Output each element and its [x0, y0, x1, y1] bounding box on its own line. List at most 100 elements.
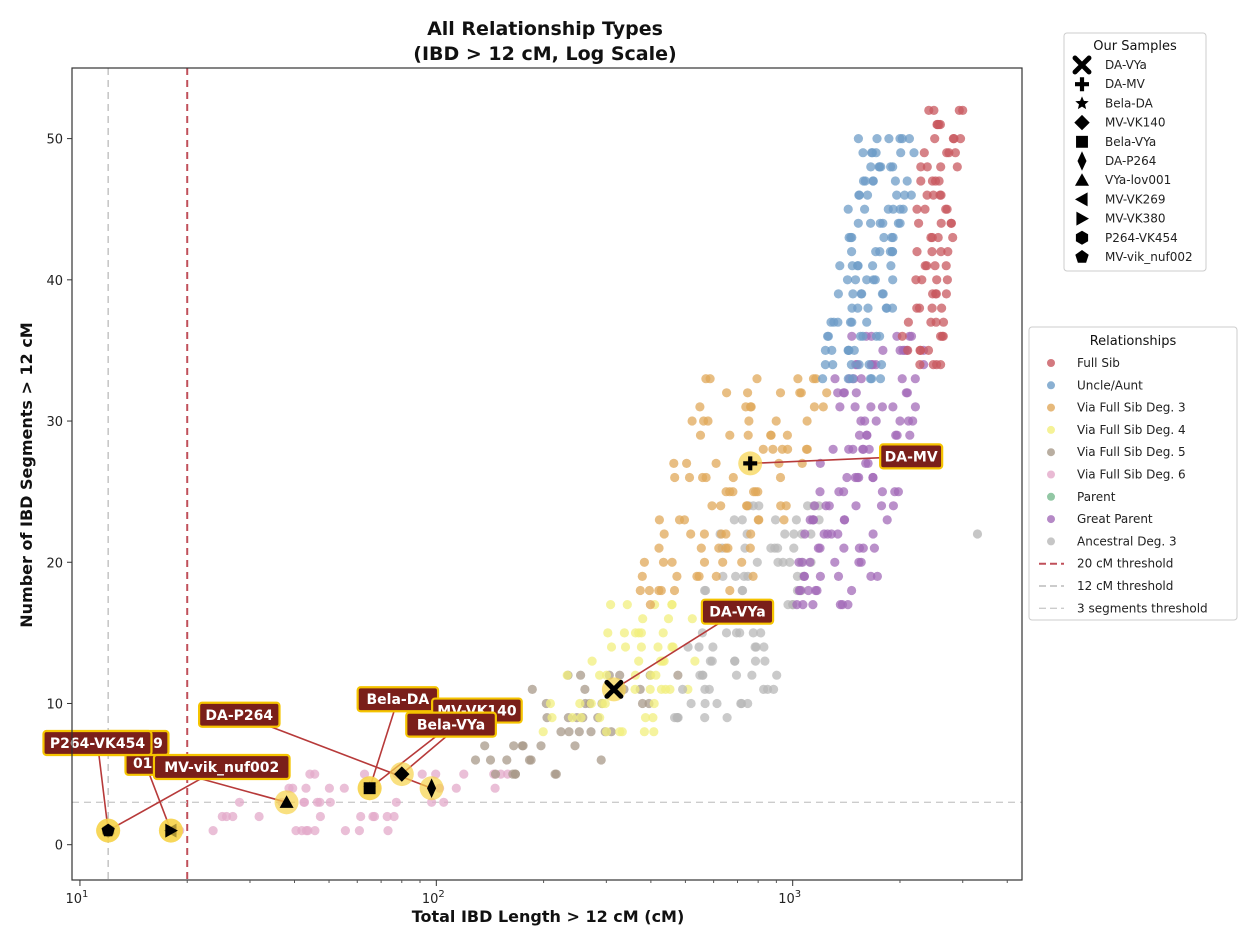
p264-vk454-label-box — [42, 729, 153, 757]
via-full-sib-deg-4-point — [656, 684, 667, 695]
via-full-sib-deg-4-point — [603, 628, 613, 638]
via-full-sib-deg-5-point — [490, 769, 501, 779]
full-sib-point — [931, 317, 941, 327]
ancestral-deg-3-point — [780, 529, 790, 539]
via-full-sib-deg-6-point — [325, 797, 335, 807]
via-full-sib-deg-4-point — [668, 642, 678, 652]
legend-mv-vk269-marker — [1075, 192, 1088, 207]
legend-parent-swatch — [1047, 492, 1055, 501]
ancestral-deg-3-point — [769, 684, 779, 695]
via-full-sib-deg-6-point — [310, 826, 320, 836]
full-sib-point — [922, 261, 932, 271]
full-sib-point — [922, 190, 932, 200]
bela-da-label: Bela-DA — [367, 692, 430, 708]
legend-samples-title: Our Samples — [1093, 39, 1177, 54]
full-sib-point — [958, 105, 968, 115]
uncle-aunt-point — [888, 247, 898, 257]
via-full-sib-deg-6-point — [228, 811, 238, 822]
legend-mv-vik-nuf002-label: MV-vik_nuf002 — [1105, 250, 1193, 264]
via-full-sib-deg-3-point — [656, 585, 666, 596]
via-full-sib-deg-3-point — [753, 487, 763, 497]
uncle-aunt-point — [871, 148, 881, 158]
via-full-sib-deg-4-point — [575, 698, 585, 709]
via-full-sib-deg-6-point — [208, 826, 218, 836]
full-sib-point — [916, 176, 926, 186]
via-full-sib-deg-3-point — [775, 472, 786, 483]
via-full-sib-deg-5-point — [517, 741, 527, 751]
legend-full-sib-swatch — [1047, 359, 1055, 367]
great-parent-point — [864, 444, 874, 454]
via-full-sib-deg-3-point — [699, 529, 710, 539]
via-full-sib-deg-3-point — [658, 557, 669, 567]
via-full-sib-deg-4-point — [653, 642, 663, 652]
via-full-sib-deg-5-point — [485, 755, 496, 765]
great-parent-point — [856, 374, 866, 384]
bela-vya-label-box — [405, 711, 497, 738]
uncle-aunt-point — [842, 275, 853, 285]
via-full-sib-deg-4-point — [630, 684, 640, 695]
full-sib-point — [928, 360, 938, 370]
ancestral-deg-3-point — [683, 642, 693, 652]
via-full-sib-deg-5-point — [580, 684, 590, 695]
great-parent-point — [876, 501, 887, 511]
via-full-sib-deg-4-point — [658, 628, 668, 638]
via-full-sib-deg-3-point — [743, 388, 753, 398]
via-full-sib-deg-6-point — [359, 769, 370, 779]
full-sib-point — [938, 317, 949, 327]
via-full-sib-deg-6-point — [254, 811, 264, 822]
uncle-aunt-point — [904, 134, 915, 144]
great-parent-point — [830, 557, 840, 567]
via-full-sib-deg-3-point — [795, 388, 805, 398]
via-full-sib-deg-3-point — [783, 444, 793, 454]
via-full-sib-deg-3-point — [725, 430, 735, 440]
via-full-sib-deg-3-point — [644, 585, 655, 596]
uncle-aunt-point — [850, 275, 861, 285]
full-sib-point — [936, 190, 946, 200]
full-sib-point — [916, 345, 926, 355]
full-sib-point — [948, 232, 958, 243]
full-sib-point — [936, 162, 946, 172]
full-sib-point — [927, 303, 937, 313]
uncle-aunt-point — [855, 331, 866, 341]
uncle-aunt-point — [853, 218, 863, 228]
via-full-sib-deg-5-point — [586, 727, 596, 737]
great-parent-point — [844, 444, 854, 454]
full-sib-point — [923, 345, 934, 355]
via-full-sib-deg-4-point — [634, 656, 644, 666]
great-parent-point — [888, 402, 898, 412]
via-full-sib-deg-6-point — [291, 826, 301, 836]
uncle-aunt-point — [823, 331, 834, 341]
legend-12-cm-threshold-label: 12 cM threshold — [1077, 579, 1173, 593]
via-full-sib-deg-3-point — [752, 374, 762, 384]
via-full-sib-deg-3-point — [793, 374, 803, 384]
great-parent-point — [794, 557, 804, 567]
great-parent-point — [893, 487, 904, 497]
via-full-sib-deg-3-point — [822, 388, 832, 398]
great-parent-point — [851, 388, 861, 398]
full-sib-point — [936, 218, 946, 228]
ancestral-deg-3-point — [773, 557, 783, 567]
via-full-sib-deg-3-point — [696, 543, 706, 553]
legend-relationships: Relationships Full Sib Uncle/Aunt Via Full… — [1028, 326, 1238, 621]
uncle-aunt-point — [860, 176, 870, 186]
via-full-sib-deg-4-point — [602, 727, 612, 737]
sample-markers — [96, 451, 763, 843]
uncle-aunt-point — [848, 289, 858, 299]
uncle-aunt-point — [878, 218, 888, 228]
via-full-sib-deg-5-point — [480, 741, 490, 751]
great-parent-point — [811, 585, 821, 596]
legend-20-cm-threshold-label: 20 cM threshold — [1077, 557, 1173, 571]
ancestral-deg-3-point — [672, 713, 682, 723]
via-full-sib-deg-6-point — [389, 811, 399, 822]
great-parent-point — [888, 501, 899, 511]
via-full-sib-deg-3-point — [725, 487, 735, 497]
y-tick-label: 40 — [46, 274, 63, 289]
great-parent-point — [892, 430, 902, 440]
great-parent-point — [910, 402, 921, 412]
ancestral-deg-3-point — [750, 642, 760, 652]
uncle-aunt-point — [878, 289, 888, 299]
via-full-sib-deg-4-point — [587, 656, 597, 666]
via-full-sib-deg-3-point — [746, 529, 756, 539]
uncle-aunt-point — [887, 232, 897, 243]
